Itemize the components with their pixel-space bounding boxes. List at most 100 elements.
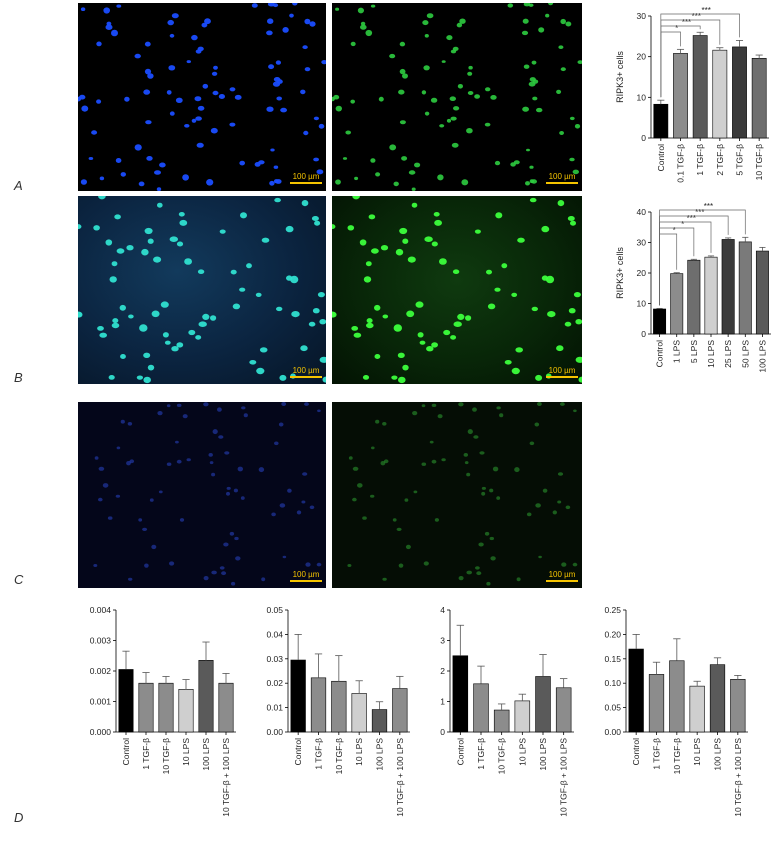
cell-nucleus <box>186 458 191 462</box>
cell-nucleus <box>421 462 427 466</box>
bar <box>178 689 194 733</box>
cell-nucleus <box>393 181 399 187</box>
cell-nucleus <box>278 422 284 427</box>
cell-nucleus <box>204 18 211 25</box>
cell-nucleus <box>146 156 153 161</box>
cell-nucleus <box>234 94 242 100</box>
cell-nucleus <box>378 96 384 102</box>
cell-nucleus <box>112 318 119 324</box>
cell-nucleus <box>286 275 293 281</box>
cell-nucleus <box>391 375 398 380</box>
cell-nucleus <box>239 160 245 166</box>
cell-nucleus <box>319 319 326 325</box>
cell-nucleus <box>302 45 308 50</box>
cell-nucleus <box>218 94 225 99</box>
cell-nucleus <box>211 71 218 76</box>
x-tick-label: 10 LPS <box>706 340 716 368</box>
cell-nucleus <box>120 172 126 177</box>
cell-nucleus <box>311 216 319 221</box>
cell-nucleus <box>446 35 453 41</box>
cell-nucleus <box>426 346 434 352</box>
micrograph-a-dapi <box>78 3 326 191</box>
cell-nucleus <box>274 441 279 446</box>
cell-nucleus <box>226 486 231 490</box>
cell-nucleus <box>487 303 496 310</box>
cell-nucleus <box>97 326 104 331</box>
cell-nucleus <box>494 160 501 166</box>
cell-nucleus <box>351 326 359 331</box>
x-tick-label: 100 LPS <box>538 738 548 771</box>
cell-nucleus <box>570 220 576 226</box>
cell-nucleus <box>211 472 216 477</box>
cell-nucleus <box>171 13 179 19</box>
y-tick-label: 0 <box>641 133 646 143</box>
cell-nucleus <box>484 122 491 127</box>
cell-nucleus <box>380 461 386 466</box>
cell-nucleus <box>202 313 210 320</box>
cell-nucleus <box>289 13 294 18</box>
cell-nucleus <box>402 238 409 244</box>
cell-nucleus <box>564 321 572 327</box>
y-tick-label: 0.003 <box>90 636 112 646</box>
cell-nucleus <box>504 360 512 365</box>
significance-label: *** <box>682 18 691 27</box>
cell-nucleus <box>182 414 188 419</box>
cell-nucleus <box>186 60 191 64</box>
bar <box>514 700 531 733</box>
cell-nucleus <box>80 179 87 185</box>
bar <box>751 57 767 139</box>
cell-nucleus <box>282 555 287 559</box>
cell-nucleus <box>572 169 579 175</box>
cell-nucleus <box>251 3 258 8</box>
cell-nucleus <box>169 236 178 242</box>
cell-nucleus <box>443 329 451 336</box>
cell-nucleus <box>309 505 315 510</box>
cell-nucleus <box>119 304 126 311</box>
cell-nucleus <box>142 527 148 531</box>
cell-nucleus <box>556 89 562 94</box>
cell-nucleus <box>484 531 490 536</box>
cell-nucleus <box>188 329 196 336</box>
significance-label: *** <box>695 208 704 217</box>
bar <box>653 308 667 335</box>
cell-nucleus <box>496 496 501 500</box>
cell-nucleus <box>575 319 582 325</box>
cell-nucleus <box>565 21 572 27</box>
cell-nucleus <box>300 89 306 95</box>
cell-nucleus <box>431 403 437 407</box>
cell-nucleus <box>434 518 439 522</box>
cell-nucleus <box>399 41 406 47</box>
panel-letter-c: C <box>14 572 24 587</box>
cell-nucleus <box>342 157 348 160</box>
cell-nucleus <box>461 179 469 186</box>
micrograph-b-ripk3 <box>332 196 582 384</box>
cell-nucleus <box>353 332 362 338</box>
cell-nucleus <box>423 65 430 71</box>
cell-nucleus <box>124 96 130 102</box>
cell-nucleus <box>458 402 464 407</box>
cell-nucleus <box>522 106 529 112</box>
cell-nucleus <box>466 570 472 575</box>
cell-nucleus <box>389 144 397 151</box>
y-tick-label: 4 <box>440 605 445 615</box>
cell-nucleus <box>195 116 202 121</box>
cell-nucleus <box>308 321 316 327</box>
cell-nucleus <box>96 99 102 104</box>
cell-nucleus <box>424 34 429 38</box>
cell-nucleus <box>258 467 265 473</box>
cell-nucleus <box>437 414 443 419</box>
cell-nucleus <box>166 404 171 408</box>
y-tick-label: 0.000 <box>90 727 112 737</box>
y-tick-label: 40 <box>637 207 647 217</box>
x-tick-label: Control <box>656 144 666 172</box>
cell-nucleus <box>212 429 218 435</box>
cell-nucleus <box>229 87 236 92</box>
chart-b-ripk3-lps: RIPK3+ cells 0 10 20 30 40 Control 1 LPS 5 LPS 10… <box>605 198 777 388</box>
cell-nucleus <box>270 148 275 152</box>
cell-nucleus <box>197 105 205 111</box>
bar <box>290 659 306 733</box>
cell-nucleus <box>195 49 202 54</box>
bar <box>218 682 234 733</box>
chart-d-fn1: FN1 0 1 2 3 4 Control 1 TGF-β 10 TGF-β 10 LPS 100 … <box>418 592 588 830</box>
cell-nucleus <box>439 258 447 265</box>
